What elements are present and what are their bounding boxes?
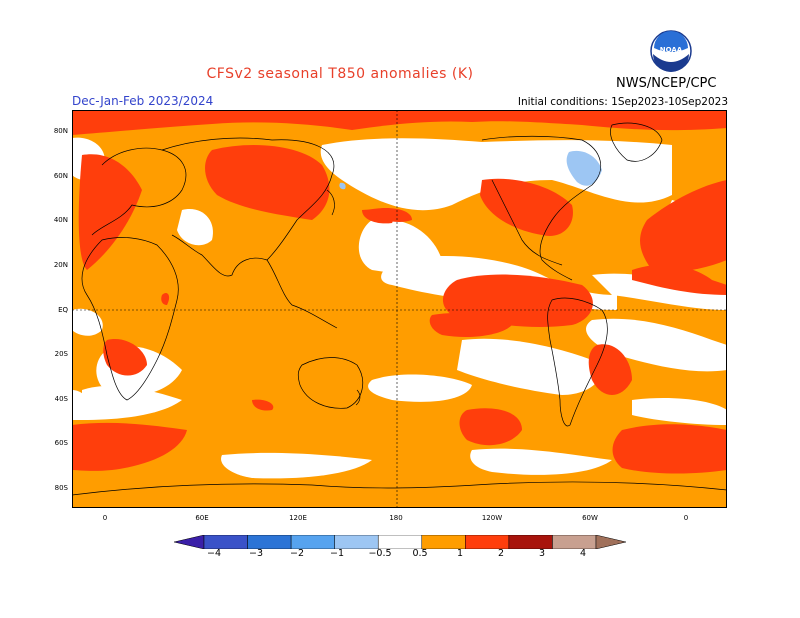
colorbar-cell — [247, 535, 292, 549]
map-frame — [72, 110, 727, 508]
colorbar-label-05: 0.5 — [412, 548, 428, 559]
warm-anomaly-regions — [72, 110, 727, 474]
cold-anomaly-regions — [339, 150, 602, 190]
lon-label-60w: 60W — [582, 514, 598, 522]
lat-label-40s: 40S — [54, 395, 68, 403]
initial-conditions: Initial conditions: 1Sep2023-10Sep2023 — [517, 96, 728, 108]
colorbar-cell — [377, 535, 423, 549]
colorbar-end-low — [174, 535, 205, 549]
colorbar-label-minus3: −3 — [248, 548, 263, 559]
colorbar-label-1: 1 — [456, 548, 464, 559]
lat-label-80n: 80N — [53, 127, 68, 135]
colorbar-cell — [465, 535, 510, 549]
lon-label-180: 180 — [389, 514, 403, 522]
lat-label-80s: 80S — [54, 484, 68, 492]
lon-label-120w: 120W — [481, 514, 503, 522]
colorbar-label-3: 3 — [538, 548, 546, 559]
colorbar-label-minus05: −0.5 — [368, 548, 392, 559]
colorbar — [174, 535, 626, 549]
colorbar-label-minus2: −2 — [289, 548, 304, 559]
noaa-logo-text: NOAA — [660, 46, 683, 54]
coastlines — [72, 122, 727, 496]
colorbar-cell — [203, 535, 248, 549]
colorbar-label-minus4: −4 — [206, 548, 221, 559]
colorbar-cell — [334, 535, 379, 549]
colorbar-label-minus1: −1 — [329, 548, 344, 559]
lat-label-60s: 60S — [54, 439, 68, 447]
colorbar-label-4: 4 — [579, 548, 587, 559]
lat-label-40n: 40N — [53, 216, 68, 224]
lon-label-60e: 60E — [195, 514, 209, 522]
org-label: NWS/NCEP/CPC — [616, 76, 717, 91]
lat-label-eq: EQ — [58, 306, 68, 314]
colorbar-cell — [290, 535, 335, 549]
colorbar-cell — [421, 535, 466, 549]
lat-label-20s: 20S — [54, 350, 68, 358]
colorbar-cell — [508, 535, 553, 549]
chart-title: CFSv2 seasonal T850 anomalies (K) — [206, 66, 474, 82]
lon-label-0-right: 0 — [683, 514, 689, 522]
colorbar-end-high — [595, 535, 626, 549]
lon-label-120e: 120E — [289, 514, 307, 522]
lat-label-60n: 60N — [53, 172, 68, 180]
lat-label-20n: 20N — [53, 261, 68, 269]
noaa-logo: NOAA — [650, 30, 692, 72]
colorbar-cell — [552, 535, 597, 549]
anomaly-map — [72, 110, 727, 508]
forecast-period: Dec-Jan-Feb 2023/2024 — [72, 94, 214, 108]
lon-label-0-left: 0 — [102, 514, 108, 522]
colorbar-label-2: 2 — [497, 548, 505, 559]
